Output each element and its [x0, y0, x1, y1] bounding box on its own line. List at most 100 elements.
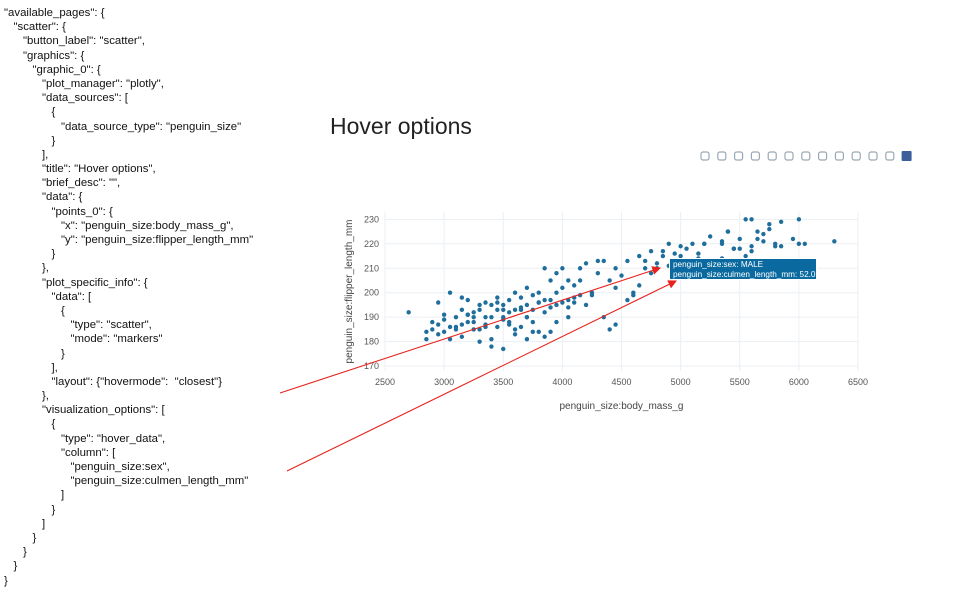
scatter-point[interactable] — [719, 241, 725, 246]
scatter-point[interactable] — [441, 329, 447, 335]
scatter-point[interactable] — [512, 307, 518, 313]
scatter-point[interactable] — [483, 300, 488, 305]
scatter-point[interactable] — [495, 300, 500, 305]
scatter-point[interactable] — [613, 266, 618, 271]
scatter-point[interactable] — [459, 334, 465, 339]
scatter-point[interactable] — [441, 312, 447, 317]
scatter-point[interactable] — [737, 246, 742, 251]
pan-icon[interactable] — [733, 151, 744, 161]
scatter-point[interactable] — [672, 251, 677, 256]
scatter-point[interactable] — [554, 270, 559, 276]
scatter-point[interactable] — [459, 307, 465, 313]
scatter-point[interactable] — [554, 319, 559, 325]
scatter-point[interactable] — [660, 253, 666, 259]
scatter-point[interactable] — [542, 334, 547, 339]
scatter-point[interactable] — [654, 261, 660, 266]
zoom-out-icon[interactable] — [801, 151, 811, 161]
scatter-point[interactable] — [577, 278, 583, 283]
lasso-icon[interactable] — [767, 151, 777, 161]
scatter-point[interactable] — [530, 319, 536, 325]
scatter-point[interactable] — [430, 327, 435, 332]
scatter-point[interactable] — [737, 236, 742, 242]
hover-closest-icon[interactable] — [868, 151, 878, 161]
scatter-point[interactable] — [542, 297, 547, 303]
scatter-point[interactable] — [589, 292, 595, 298]
scatter-point[interactable] — [707, 234, 713, 239]
scatter-point[interactable] — [459, 322, 465, 327]
scatter-point[interactable] — [506, 297, 512, 303]
scatter-point[interactable] — [601, 258, 606, 264]
scatter-point[interactable] — [778, 244, 784, 249]
scatter-point[interactable] — [512, 332, 518, 337]
scatter-point[interactable] — [566, 305, 571, 310]
scatter-point[interactable] — [725, 229, 731, 234]
scatter-point[interactable] — [832, 239, 837, 244]
scatter-point[interactable] — [512, 327, 518, 332]
scatter-point[interactable] — [536, 300, 541, 305]
scatter-point[interactable] — [465, 319, 470, 325]
scatter-point[interactable] — [755, 236, 760, 242]
scatter-point[interactable] — [489, 337, 494, 342]
scatter-point[interactable] — [471, 319, 476, 325]
scatter-point[interactable] — [530, 292, 536, 298]
scatter-point[interactable] — [459, 295, 465, 300]
scatter-point[interactable] — [424, 337, 429, 342]
scatter-point[interactable] — [501, 302, 506, 308]
scatter-point[interactable] — [666, 241, 671, 246]
scatter-point[interactable] — [453, 324, 459, 330]
scatter-point[interactable] — [406, 310, 411, 315]
scatter-point[interactable] — [631, 290, 636, 295]
scatter-point[interactable] — [690, 241, 695, 246]
home-icon[interactable] — [834, 151, 844, 161]
scatter-point[interactable] — [749, 248, 754, 254]
scatter-point[interactable] — [501, 307, 506, 313]
zoom-in-icon[interactable] — [784, 151, 794, 161]
scatter-point[interactable] — [465, 297, 470, 303]
scatter-point[interactable] — [572, 300, 577, 305]
scatter-point[interactable] — [761, 239, 766, 244]
autoscale-icon[interactable] — [817, 151, 828, 161]
hover-compare-icon[interactable] — [885, 151, 895, 161]
scatter-point[interactable] — [453, 314, 459, 320]
scatter-point[interactable] — [802, 241, 807, 246]
scatter-point[interactable] — [542, 266, 547, 271]
scatter-point[interactable] — [595, 270, 601, 276]
scatter-point[interactable] — [613, 322, 618, 327]
scatter-point[interactable] — [678, 244, 683, 249]
scatter-point[interactable] — [696, 251, 701, 256]
box-select-icon[interactable] — [750, 151, 761, 161]
scatter-point[interactable] — [560, 285, 565, 291]
scatter-point[interactable] — [583, 302, 589, 308]
scatter-point[interactable] — [678, 253, 683, 259]
scatter-point[interactable] — [660, 248, 666, 254]
scatter-point[interactable] — [684, 246, 689, 251]
scatter-point[interactable] — [625, 297, 630, 303]
scatter-point[interactable] — [767, 222, 772, 227]
scatter-point[interactable] — [495, 307, 500, 313]
scatter-point[interactable] — [566, 314, 571, 320]
scatter-point[interactable] — [560, 266, 565, 271]
scatter-point[interactable] — [518, 295, 524, 300]
scatter-point[interactable] — [796, 241, 802, 246]
scatter-point[interactable] — [607, 327, 612, 332]
scatter-point[interactable] — [447, 337, 453, 342]
scatter-point[interactable] — [731, 246, 737, 251]
camera-icon[interactable] — [700, 151, 710, 161]
scatter-point[interactable] — [778, 219, 784, 224]
scatter-point[interactable] — [796, 217, 802, 222]
plotly-logo-icon[interactable] — [901, 151, 912, 161]
scatter-point[interactable] — [477, 302, 482, 308]
scatter-point[interactable] — [595, 258, 601, 264]
scatter-point[interactable] — [489, 344, 494, 349]
scatter-point[interactable] — [637, 283, 642, 288]
scatter-point[interactable] — [702, 241, 707, 246]
scatter-point[interactable] — [471, 310, 476, 315]
scatter-point[interactable] — [749, 217, 754, 222]
scatter-point[interactable] — [542, 310, 547, 315]
scatter-point[interactable] — [619, 273, 624, 278]
scatter-point[interactable] — [530, 329, 536, 335]
scatter-point[interactable] — [477, 339, 482, 344]
scatter-point[interactable] — [548, 297, 553, 303]
scatter-point[interactable] — [501, 346, 506, 352]
scatter-point[interactable] — [506, 310, 512, 315]
